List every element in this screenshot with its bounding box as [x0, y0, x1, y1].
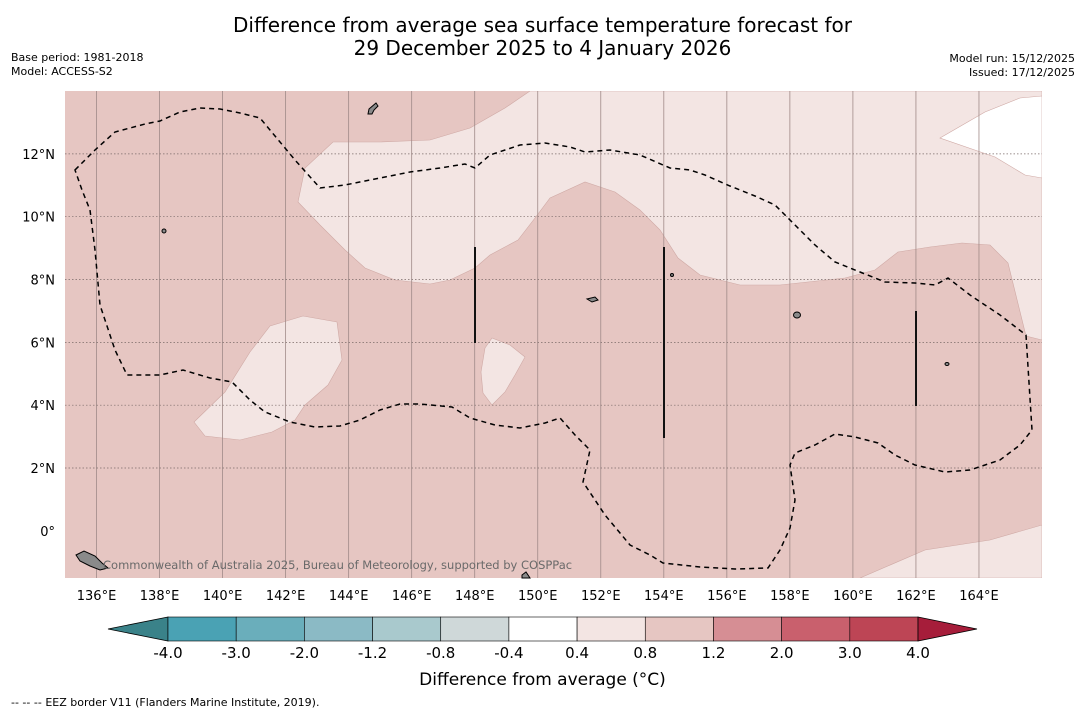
- copyright-notice: Commonwealth of Australia 2025, Bureau o…: [103, 558, 573, 572]
- colorbar-tick-label: 1.2: [701, 644, 726, 662]
- eez-legend-note: -- -- -- EEZ border V11 (Flanders Marine…: [11, 696, 319, 709]
- anomaly-field-light-north: [297, 91, 1042, 341]
- lat-tick-label: 4°N: [31, 399, 56, 414]
- lon-tick-label: 148°E: [455, 589, 495, 604]
- longitude-labels: 136°E 138°E 140°E 142°E 144°E 146°E 148°E 150°E…: [77, 589, 999, 604]
- colorbar-title: Difference from average (°C): [419, 670, 666, 690]
- island-small-1: [670, 273, 674, 277]
- islands: [75, 102, 950, 579]
- colorbar-tick-label: 0.8: [633, 644, 658, 662]
- anomaly-field-light-center: [480, 337, 526, 406]
- island-yap: [161, 228, 167, 234]
- colorbar-tick-label: -0.4: [494, 644, 524, 662]
- eez-legend-text: EEZ border V11 (Flanders Marine Institut…: [45, 696, 320, 709]
- anomaly-field-light-se: [859, 524, 1042, 578]
- colorbar-tick-label: 2.0: [769, 644, 794, 662]
- meridian-segments: [474, 247, 917, 438]
- eez-dash-sample: -- -- --: [11, 696, 42, 709]
- anomaly-field-white-ne: [939, 95, 1042, 179]
- lat-tick-label: 6°N: [31, 336, 56, 351]
- chart-title: Difference from average sea surface temp…: [0, 14, 1085, 60]
- lat-tick-label: 12°N: [22, 148, 55, 163]
- colorbar-tick-label: -1.2: [357, 644, 388, 662]
- colorbar: [107, 616, 978, 642]
- title-line-1: Difference from average sea surface temp…: [232, 13, 852, 37]
- colorbar-segment: [781, 616, 851, 642]
- island-kosrae-pohnpei: [793, 311, 801, 319]
- colorbar-segment: [644, 616, 714, 642]
- lon-tick-label: 140°E: [203, 589, 243, 604]
- lon-tick-label: 154°E: [644, 589, 684, 604]
- lon-tick-label: 146°E: [392, 589, 432, 604]
- model-run: Model run: 15/12/2025: [949, 52, 1075, 65]
- colorbar-tick-label: 3.0: [837, 644, 862, 662]
- eez-border-palau-fsm: [74, 107, 1033, 570]
- island-kosrae: [944, 362, 950, 366]
- lon-tick-label: 142°E: [266, 589, 306, 604]
- lat-tick-label: 2°N: [31, 462, 56, 477]
- model-name: Model: ACCESS-S2: [11, 65, 113, 78]
- colorbar-tick-label: -4.0: [153, 644, 183, 662]
- colorbar-tick-label: -3.0: [221, 644, 251, 662]
- colorbar-segment: [508, 616, 578, 642]
- island-chuuk: [585, 296, 599, 303]
- lon-tick-label: 136°E: [77, 589, 117, 604]
- colorbar-tick-label: 0.4: [565, 644, 590, 662]
- colorbar-segment: [235, 616, 305, 642]
- lon-tick-label: 138°E: [140, 589, 180, 604]
- colorbar-under-extension: [107, 616, 169, 642]
- lon-tick-label: 144°E: [329, 589, 369, 604]
- meta-right: Model run: 15/12/2025 Issued: 17/12/2025: [949, 52, 1075, 80]
- colorbar-tick-label: -2.0: [289, 644, 319, 662]
- title-line-2: 29 December 2025 to 4 January 2026: [353, 36, 732, 60]
- lon-tick-label: 150°E: [518, 589, 558, 604]
- issued-date: Issued: 17/12/2025: [968, 66, 1075, 79]
- eez-boundaries: [74, 107, 1033, 570]
- lat-tick-label: 8°N: [31, 274, 56, 289]
- lon-tick-label: 158°E: [770, 589, 810, 604]
- colorbar-segment: [167, 616, 237, 642]
- lat-tick-label: 10°N: [22, 211, 55, 226]
- base-period: Base period: 1981-2018: [11, 51, 144, 64]
- meta-left: Base period: 1981-2018 Model: ACCESS-S2: [11, 51, 143, 79]
- colorbar-segment: [440, 616, 510, 642]
- island-guam: [367, 102, 379, 115]
- colorbar-over-extension: [917, 616, 978, 642]
- anomaly-field-light-sw: [193, 315, 343, 441]
- lon-tick-label: 156°E: [707, 589, 747, 604]
- colorbar-segment: [713, 616, 782, 642]
- map-fields: [65, 91, 1042, 578]
- island-near-150e: [521, 571, 531, 579]
- lon-tick-label: 160°E: [833, 589, 873, 604]
- lon-tick-label: 164°E: [959, 589, 999, 604]
- lon-tick-label: 162°E: [896, 589, 936, 604]
- colorbar-segment: [849, 616, 919, 642]
- island-png-northwest: [75, 550, 110, 571]
- colorbar-segment: [372, 616, 442, 642]
- colorbar-tick-label: -0.8: [426, 644, 456, 662]
- colorbar-tick-label: 4.0: [906, 644, 930, 662]
- lat-tick-label: 0°: [40, 525, 55, 540]
- lon-tick-label: 152°E: [581, 589, 621, 604]
- colorbar-segment: [304, 616, 373, 642]
- colorbar-segment: [576, 616, 646, 642]
- latitude-labels: 12°N 10°N 8°N 6°N 4°N 2°N 0°: [22, 148, 55, 540]
